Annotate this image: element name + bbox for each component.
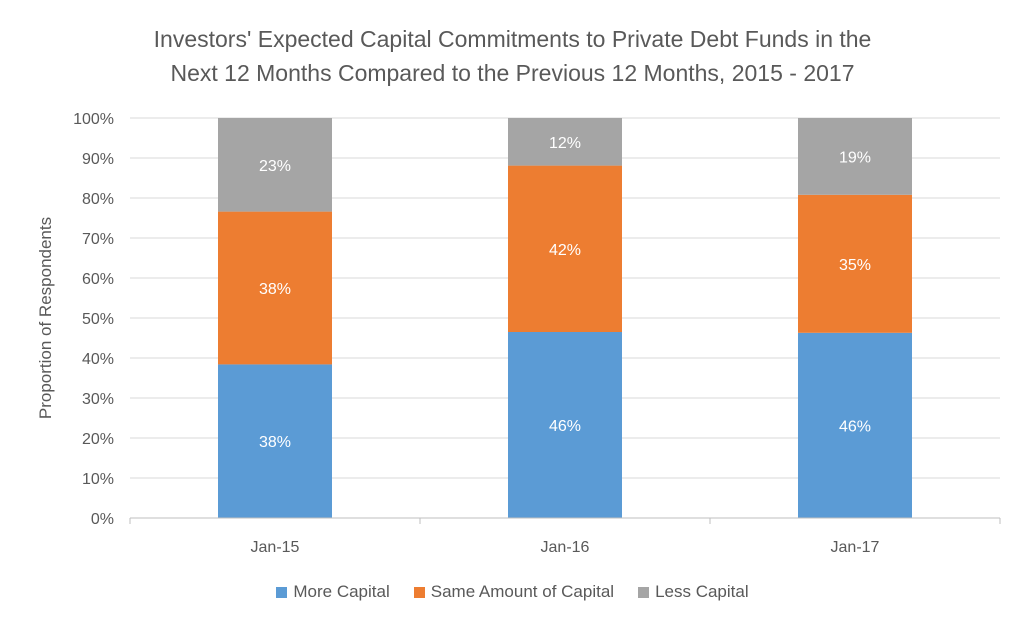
data-label: 38% — [259, 281, 291, 298]
legend-label: Same Amount of Capital — [430, 582, 615, 601]
bar-segment — [218, 364, 332, 518]
bar-segment — [508, 332, 622, 518]
legend-label: Less Capital — [655, 582, 749, 601]
legend-swatch — [276, 586, 288, 598]
bar-segment — [798, 332, 912, 518]
legend-swatch — [638, 586, 650, 598]
y-tick-label: 0% — [91, 511, 114, 528]
bar-segment — [218, 118, 332, 212]
stacked-bar-chart: 38% 38% 23% 46% 42% 12% 46% 35% 19% 0% 10% 20% 30% 4… — [36, 111, 1001, 556]
data-label: 35% — [839, 257, 871, 274]
x-tick-label: Jan-15 — [251, 539, 300, 556]
x-tick-label: Jan-17 — [831, 539, 880, 556]
y-tick-label: 50% — [82, 311, 114, 328]
axes: 0% 10% 20% 30% 40% 50% 60% 70% 80% 90% 100% Jan-15 J… — [73, 111, 1001, 556]
legend-label: More Capital — [293, 582, 390, 601]
legend-swatch — [413, 586, 425, 598]
bar-segment — [508, 165, 622, 332]
data-label: 46% — [839, 418, 871, 435]
y-tick-label: 80% — [82, 191, 114, 208]
data-label: 23% — [259, 158, 291, 175]
bar-segment — [218, 211, 332, 365]
chart-title: Investors' Expected Capital Commitments … — [0, 22, 1025, 90]
bar-segment — [508, 118, 622, 166]
legend-item: Less Capital — [638, 582, 749, 602]
x-tick-label: Jan-16 — [541, 539, 590, 556]
y-tick-label: 60% — [82, 271, 114, 288]
bar-segment — [798, 194, 912, 333]
legend-item: More Capital — [276, 582, 390, 602]
y-tick-label: 10% — [82, 471, 114, 488]
data-label: 19% — [839, 149, 871, 166]
y-tick-label: 90% — [82, 151, 114, 168]
y-tick-label: 40% — [82, 351, 114, 368]
chart-title-line-2: Next 12 Months Compared to the Previous … — [170, 60, 855, 86]
y-axis-label: Proportion of Respondents — [36, 217, 55, 419]
data-label: 38% — [259, 434, 291, 451]
data-label: 12% — [549, 135, 581, 152]
legend: More Capital Same Amount of Capital Less C… — [0, 582, 1025, 603]
y-tick-label: 70% — [82, 231, 114, 248]
y-tick-label: 20% — [82, 431, 114, 448]
bar-segment — [798, 118, 912, 195]
y-tick-label: 30% — [82, 391, 114, 408]
data-label: 42% — [549, 242, 581, 259]
y-tick-label: 100% — [73, 111, 114, 128]
data-label: 46% — [549, 418, 581, 435]
bars: 38% 38% 23% 46% 42% 12% 46% 35% 19% — [218, 118, 912, 518]
chart-title-line-1: Investors' Expected Capital Commitments … — [153, 26, 872, 52]
legend-item: Same Amount of Capital — [413, 582, 615, 602]
